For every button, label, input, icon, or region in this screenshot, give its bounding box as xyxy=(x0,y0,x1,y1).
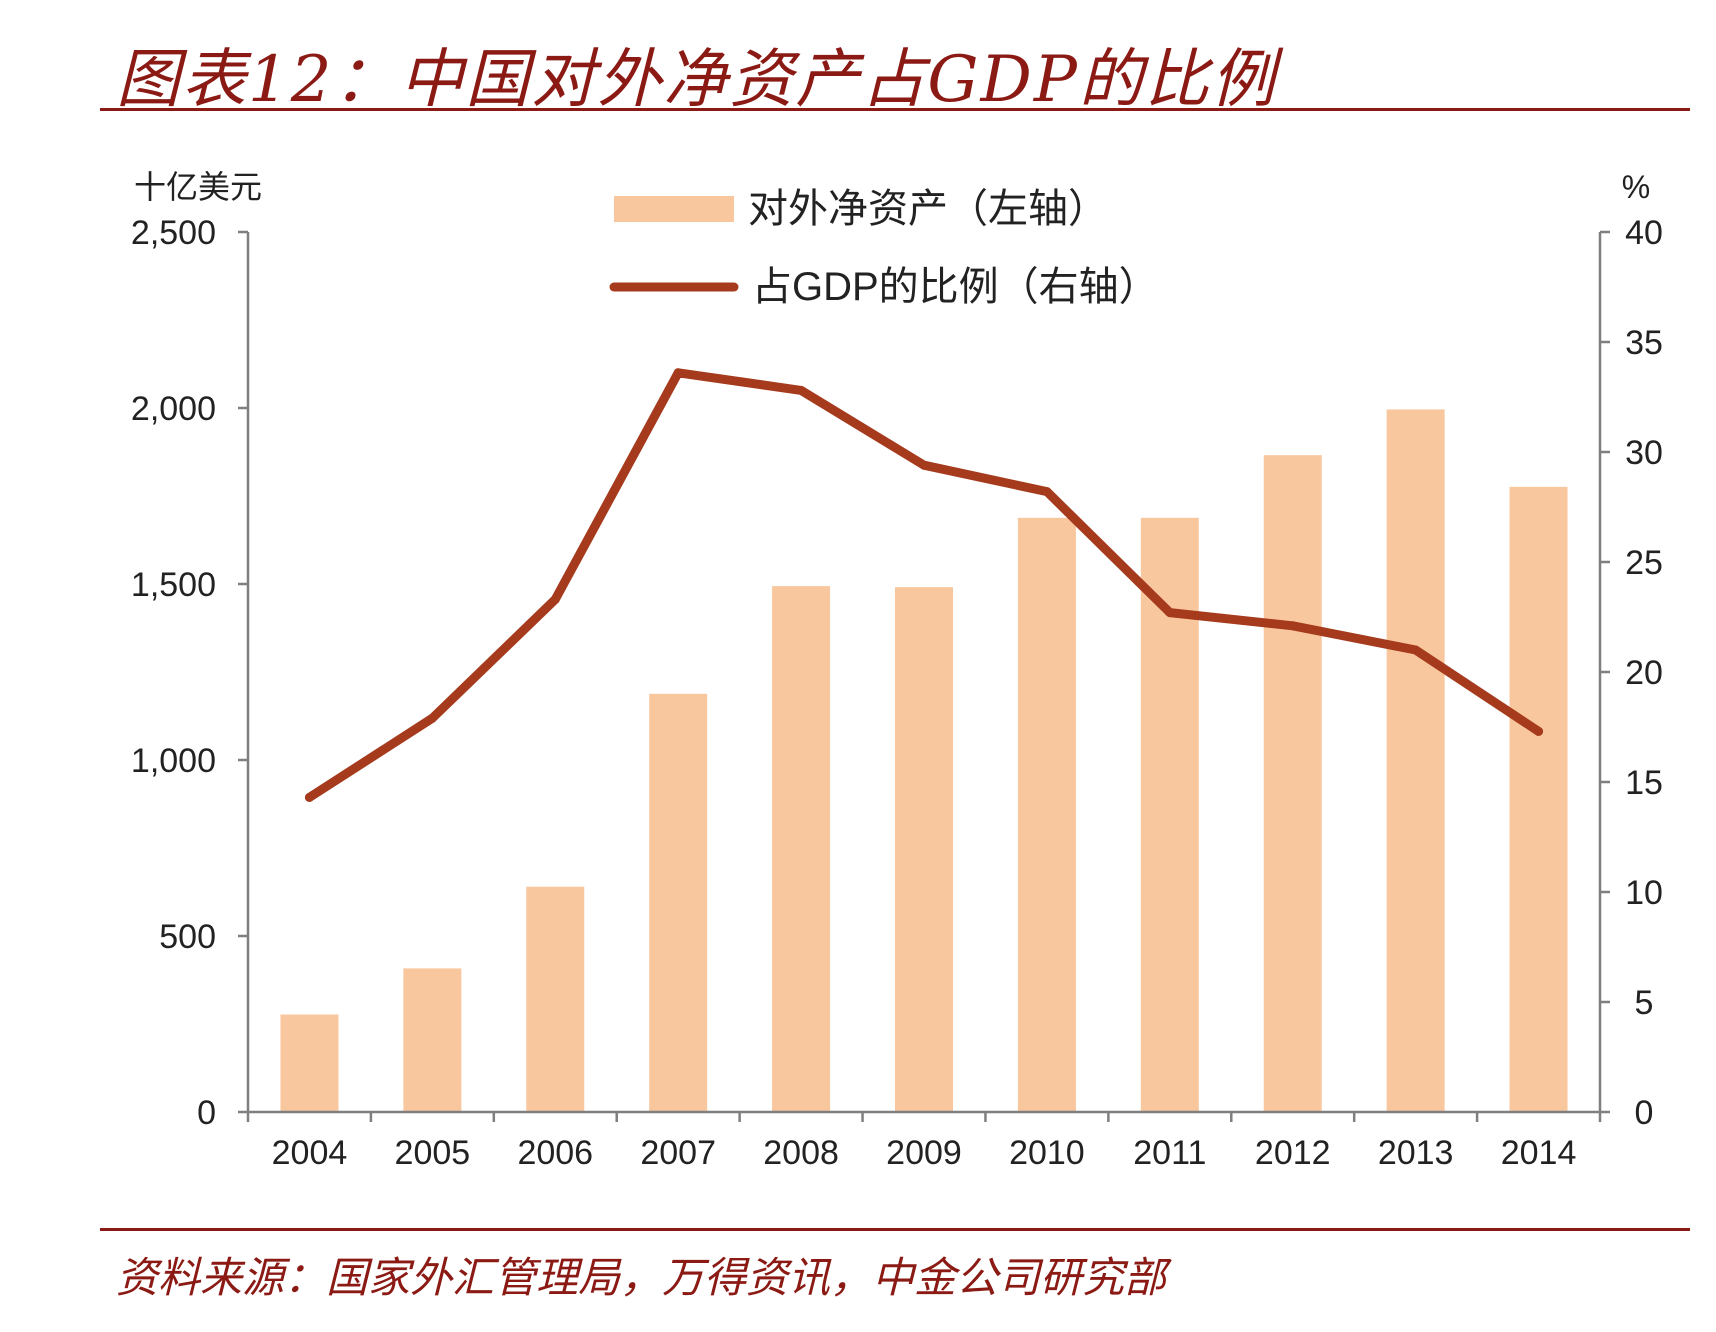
x-tick-label: 2010 xyxy=(1009,1134,1085,1172)
right-tick-label: 40 xyxy=(1625,214,1663,252)
right-tick-label: 10 xyxy=(1625,874,1663,912)
bar-2013 xyxy=(1386,409,1445,1113)
bar-2005 xyxy=(403,968,462,1112)
left-tick-label: 0 xyxy=(197,1094,216,1132)
title-divider xyxy=(100,108,1690,111)
bar-2010 xyxy=(1017,517,1076,1112)
left-tick-label: 500 xyxy=(159,918,216,956)
left-tick-label: 1,500 xyxy=(131,566,216,604)
line-point-2008 xyxy=(796,385,806,395)
line-point-2004 xyxy=(304,792,314,802)
bar-2008 xyxy=(772,586,831,1112)
bar-2012 xyxy=(1263,455,1322,1113)
right-tick-label: 5 xyxy=(1635,984,1654,1022)
left-tick-label: 2,500 xyxy=(131,214,216,252)
legend-bar-swatch xyxy=(614,196,734,222)
right-tick-label: 0 xyxy=(1635,1094,1654,1132)
x-tick-label: 2009 xyxy=(886,1134,962,1172)
x-tick-label: 2005 xyxy=(395,1134,471,1172)
legend-line-label: 占GDP的比例（右轴） xyxy=(752,265,1159,309)
bar-2007 xyxy=(649,693,708,1112)
line-point-2014 xyxy=(1534,726,1544,736)
line-point-2012 xyxy=(1288,621,1298,631)
right-tick-label: 35 xyxy=(1625,324,1663,362)
right-tick-label: 30 xyxy=(1625,434,1663,472)
source-note: 资料来源：国家外汇管理局，万得资讯，中金公司研究部 xyxy=(116,1253,1167,1302)
left-axis-label: 十亿美元 xyxy=(134,169,262,205)
bar-2009 xyxy=(895,587,953,1112)
x-tick-label: 2013 xyxy=(1378,1134,1454,1172)
legend-bar-label: 对外净资产（左轴） xyxy=(748,187,1108,231)
bar-series xyxy=(280,409,1568,1113)
line-point-2006 xyxy=(550,594,560,604)
x-tick-label: 2006 xyxy=(517,1134,593,1172)
bar-2014 xyxy=(1509,486,1568,1112)
right-tick-label: 25 xyxy=(1625,544,1663,582)
x-tick-label: 2007 xyxy=(640,1134,716,1172)
x-tick-label: 2014 xyxy=(1501,1134,1577,1172)
line-point-2011 xyxy=(1165,608,1175,618)
axes: 0 500 1,000 1,500 2,000 2,500 0 5 10 15 20 25 30 35 40… xyxy=(131,169,1663,1172)
x-tick-label: 2012 xyxy=(1255,1134,1331,1172)
right-tick-label: 15 xyxy=(1625,764,1663,802)
left-tick-label: 2,000 xyxy=(131,390,216,428)
bar-2006 xyxy=(526,886,585,1112)
legend: 对外净资产（左轴） 占GDP的比例（右轴） xyxy=(609,187,1159,309)
line-series xyxy=(304,368,1544,802)
bar-2004 xyxy=(280,1014,339,1112)
line-point-2010 xyxy=(1042,487,1052,497)
right-axis-label: % xyxy=(1622,169,1650,205)
line-point-2005 xyxy=(427,713,437,723)
x-tick-label: 2011 xyxy=(1133,1134,1206,1172)
page-title: 图表12：中国对外净资产占GDP的比例 xyxy=(116,43,1277,117)
source-divider xyxy=(100,1228,1690,1231)
x-tick-label: 2004 xyxy=(272,1134,348,1172)
left-tick-label: 1,000 xyxy=(131,742,216,780)
line-point-2009 xyxy=(919,460,929,470)
line-point-2013 xyxy=(1411,645,1421,655)
line-point-2007 xyxy=(673,368,683,378)
x-tick-label: 2008 xyxy=(763,1134,839,1172)
right-tick-label: 20 xyxy=(1625,654,1663,692)
